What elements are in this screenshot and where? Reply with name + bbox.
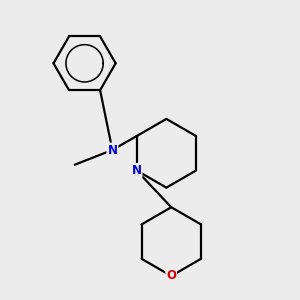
Text: O: O [166,269,176,283]
Text: N: N [107,143,117,157]
Text: N: N [132,164,142,177]
